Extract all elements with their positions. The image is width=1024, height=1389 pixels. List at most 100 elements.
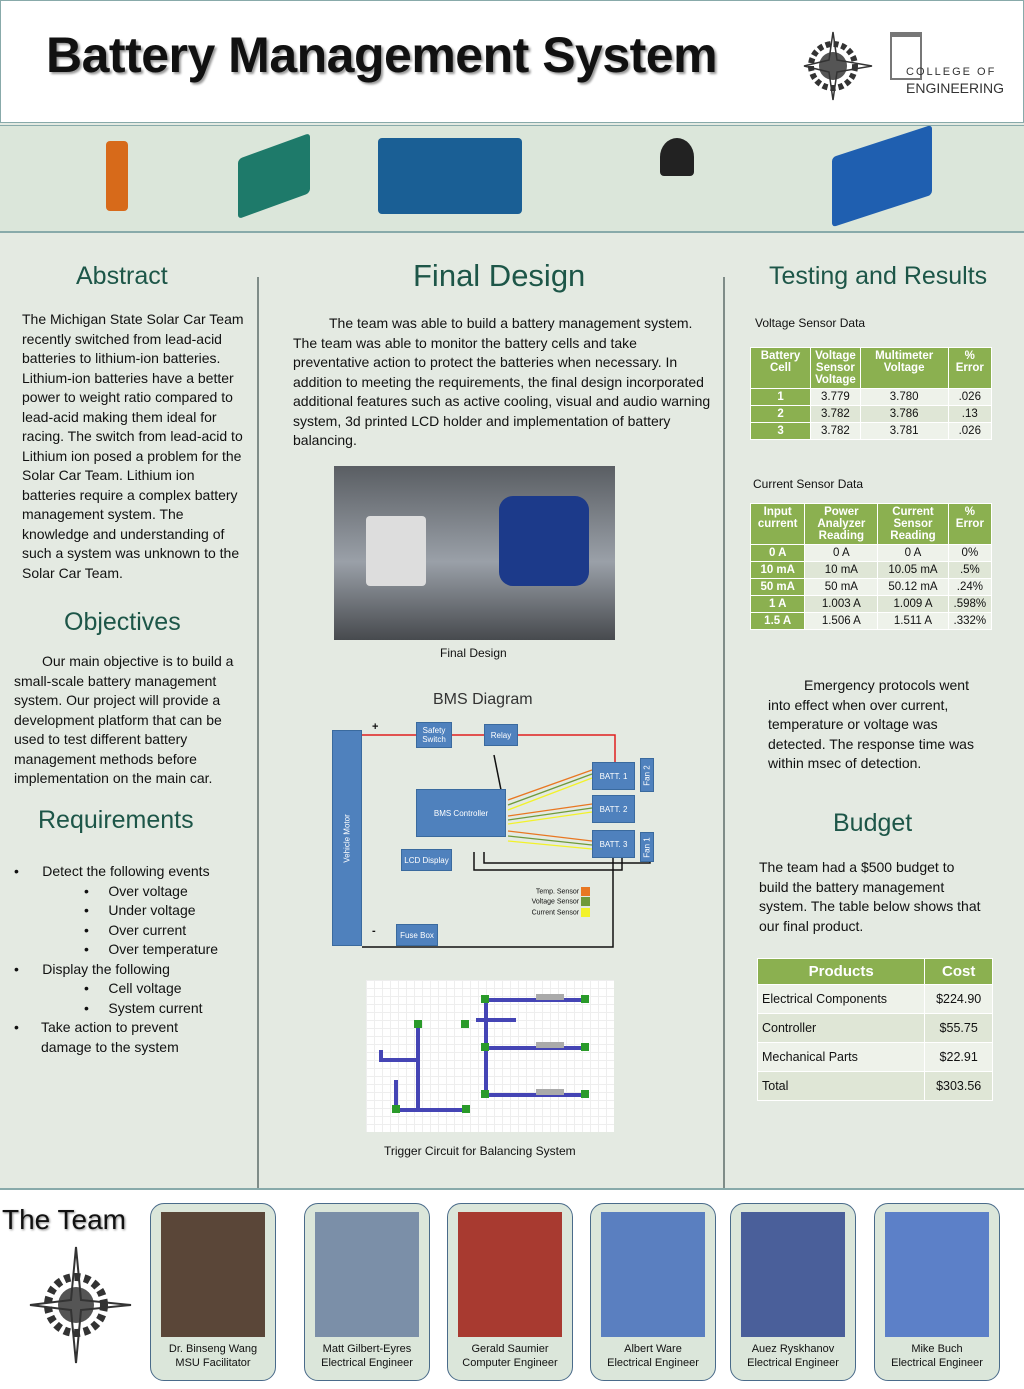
- safety-switch-block: Safety Switch: [416, 722, 452, 748]
- table-cell: 3.781: [859, 422, 949, 440]
- trigger-circuit-schematic: [366, 980, 614, 1132]
- poster-title: Battery Management System: [46, 27, 718, 83]
- spartan-compass-logo-icon: [29, 1246, 132, 1364]
- member-photo: [601, 1212, 705, 1337]
- member-name: Mike Buch Electrical Engineer: [891, 1343, 983, 1369]
- table-cell: Electrical Components: [756, 984, 926, 1014]
- lcd-display-block: LCD Display: [401, 849, 452, 871]
- col-header: % Error: [947, 347, 993, 389]
- spartan-compass-logo-icon: [803, 31, 873, 101]
- requirement-subitem: • Cell voltage: [84, 980, 182, 996]
- table-cell: .598%: [947, 595, 993, 613]
- table-cell: 3.786: [859, 405, 949, 423]
- member-name: Gerald Saumier Computer Engineer: [462, 1343, 558, 1369]
- objectives-text: Our main objective is to build a small-s…: [14, 653, 234, 786]
- requirements-list: • Detect the following events • Over vol…: [14, 862, 250, 1057]
- relay-block: Relay: [484, 724, 518, 746]
- logo-text-engineering: ENGINEERING: [906, 80, 1005, 96]
- table-cell: .026: [947, 422, 993, 440]
- table-row: Controller $55.75: [756, 1013, 993, 1043]
- components-strip: [0, 124, 1024, 233]
- final-design-text: The team was able to build a battery man…: [293, 315, 711, 448]
- table-cell: Mechanical Parts: [756, 1042, 926, 1072]
- table-cell: $303.56: [924, 1071, 993, 1101]
- table-row: Total $303.56: [756, 1071, 993, 1101]
- table-cell: 50.12 mA: [877, 578, 949, 596]
- requirement-subitem: • Over temperature: [84, 941, 219, 957]
- current-sensor-image: [238, 132, 310, 220]
- battery-cell-image: [106, 141, 128, 211]
- budget-text: The team had a $500 budget to build the …: [759, 859, 981, 934]
- table-cell: 1: [749, 388, 812, 406]
- column-divider: [257, 277, 259, 1189]
- table-cell: 50 mA: [804, 578, 879, 596]
- col-header: Voltage Sensor Voltage: [810, 347, 861, 389]
- table-cell: .24%: [947, 578, 993, 596]
- col-header: % Error: [947, 503, 993, 545]
- requirement-subitem: • System current: [84, 999, 203, 1016]
- table-cell: 1.009 A: [877, 595, 949, 613]
- relay-module-image: [832, 124, 932, 228]
- building-icon: [890, 32, 922, 80]
- vehicle-motor-block: Vehicle Motor: [332, 730, 362, 946]
- table-cell: 0 A: [804, 544, 879, 562]
- voltage-sensor-table: Battery Cell Voltage Sensor Voltage Multim…: [749, 347, 993, 440]
- table-cell: .13: [947, 405, 993, 423]
- team-member-card: Dr. Binseng Wang MSU Facilitator: [150, 1203, 276, 1381]
- fan-2-block: Fan 2: [640, 758, 654, 792]
- budget-table: Products Cost Electrical Components $224.9…: [756, 958, 993, 1101]
- objectives-heading: Objectives: [64, 608, 181, 636]
- table-row: 1.5 A 1.506 A 1.511 A .332%: [749, 612, 993, 630]
- abstract-text: The Michigan State Solar Car Team recent…: [22, 311, 244, 581]
- col-header: Multimeter Voltage: [859, 347, 949, 389]
- table-cell: 3.782: [810, 405, 861, 423]
- final-design-heading: Final Design: [413, 258, 586, 293]
- team-member-card: Matt Gilbert-Eyres Electrical Engineer: [304, 1203, 430, 1381]
- table-cell: $55.75: [924, 1013, 993, 1043]
- table-cell: 3.779: [810, 388, 861, 406]
- table-cell: .026: [947, 388, 993, 406]
- team-member-card: Mike Buch Electrical Engineer: [874, 1203, 1000, 1381]
- table-cell: 10 mA: [804, 561, 879, 579]
- abstract-heading: Abstract: [76, 262, 168, 290]
- team-heading: The Team: [2, 1204, 126, 1235]
- final-design-caption: Final Design: [440, 646, 507, 660]
- table-cell: .332%: [947, 612, 993, 630]
- current-table-title: Current Sensor Data: [753, 477, 864, 491]
- requirement-subitem: • Under voltage: [84, 902, 196, 918]
- table-row: 1 3.779 3.780.026: [749, 388, 993, 406]
- team-member-card: Albert Ware Electrical Engineer: [590, 1203, 716, 1381]
- team-member-card: Gerald Saumier Computer Engineer: [447, 1203, 573, 1381]
- table-cell: 1.5 A: [749, 612, 806, 630]
- col-header: Power Analyzer Reading: [804, 503, 879, 545]
- table-cell: 0 A: [877, 544, 949, 562]
- table-cell: $22.91: [924, 1042, 993, 1072]
- positive-terminal-label: +: [372, 721, 379, 733]
- table-cell: 0 A: [749, 544, 806, 562]
- requirement-subitem: • Over current: [84, 921, 187, 938]
- legend-item-current: Current Sensor: [520, 907, 590, 918]
- member-photo: [885, 1212, 989, 1337]
- table-cell: Controller: [756, 1013, 926, 1043]
- member-photo: [315, 1212, 419, 1337]
- team-member-card: Auez Ryskhanov Electrical Engineer: [730, 1203, 856, 1381]
- requirement-item: • Take action to prevent damage to the sy…: [14, 1019, 179, 1055]
- table-cell: 3.780: [859, 388, 949, 406]
- bms-controller-block: BMS Controller: [416, 789, 506, 837]
- table-cell: 50 mA: [749, 578, 806, 596]
- col-header: Products: [756, 958, 926, 985]
- table-cell: 1 A: [749, 595, 806, 613]
- table-cell: 3: [749, 422, 812, 440]
- col-header: Cost: [924, 958, 993, 985]
- table-cell: 1.511 A: [877, 612, 949, 630]
- table-cell: Total: [756, 1071, 926, 1101]
- column-divider: [723, 277, 725, 1189]
- diagram-legend: Temp. Sensor Voltage Sensor Current Sens…: [520, 887, 590, 918]
- member-photo: [161, 1212, 265, 1337]
- arduino-board-image: [378, 138, 522, 214]
- member-photo: [458, 1212, 562, 1337]
- member-name: Matt Gilbert-Eyres Electrical Engineer: [321, 1343, 413, 1369]
- emergency-text: Emergency protocols went into effect whe…: [768, 677, 974, 771]
- table-row: Mechanical Parts $22.91: [756, 1042, 993, 1072]
- final-design-photo: [334, 466, 615, 640]
